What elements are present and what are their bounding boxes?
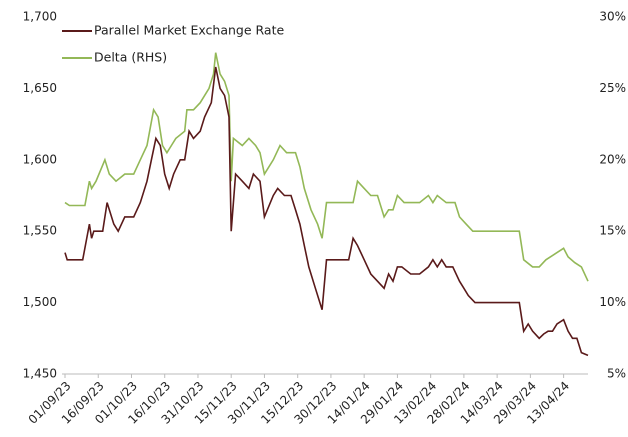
y-tick-label: 1,450 (23, 367, 57, 381)
legend-label: Parallel Market Exchange Rate (94, 23, 284, 38)
y-tick-label: 1,550 (23, 224, 57, 238)
y-tick-label: 1,650 (23, 81, 57, 95)
y-tick-label: 1,600 (23, 152, 57, 166)
y-tick-label: 1,700 (23, 10, 57, 24)
legend-label: Delta (RHS) (94, 50, 167, 65)
y2-tick-label: 20% (599, 152, 626, 166)
y2-tick-label: 5% (607, 367, 626, 381)
line-series (64, 52, 589, 282)
y2-tick-label: 25% (599, 81, 626, 95)
y2-tick-label: 10% (599, 295, 626, 309)
y-tick-label: 1,500 (23, 295, 57, 309)
y2-tick-label: 15% (599, 224, 626, 238)
line-series (64, 66, 589, 357)
y2-tick-label: 30% (599, 10, 626, 24)
